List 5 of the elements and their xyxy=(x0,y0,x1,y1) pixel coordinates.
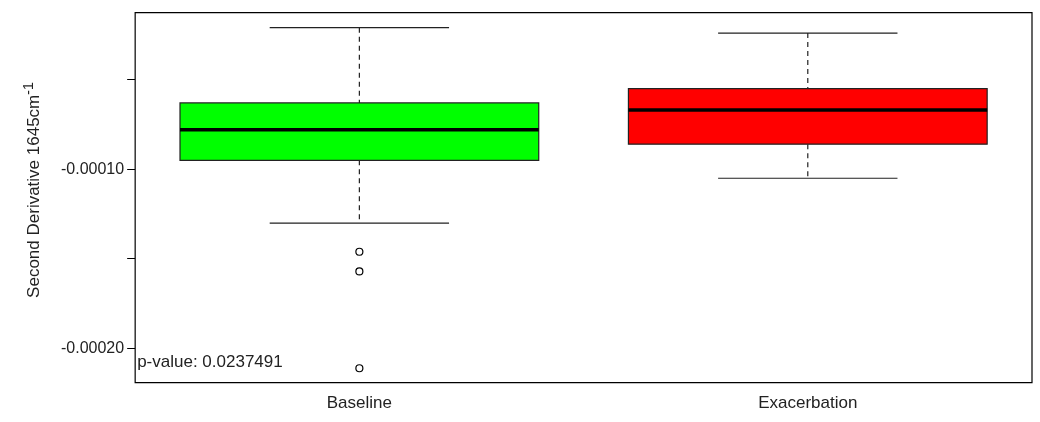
x-tick-label: Exacerbation xyxy=(758,393,858,413)
y-tick-label: -0.00020 xyxy=(60,338,125,356)
annotation: p-value: 0.0237491 xyxy=(137,351,283,371)
x-tick-label: Baseline xyxy=(326,393,392,413)
y-tick-label: -0.00010 xyxy=(60,159,125,177)
